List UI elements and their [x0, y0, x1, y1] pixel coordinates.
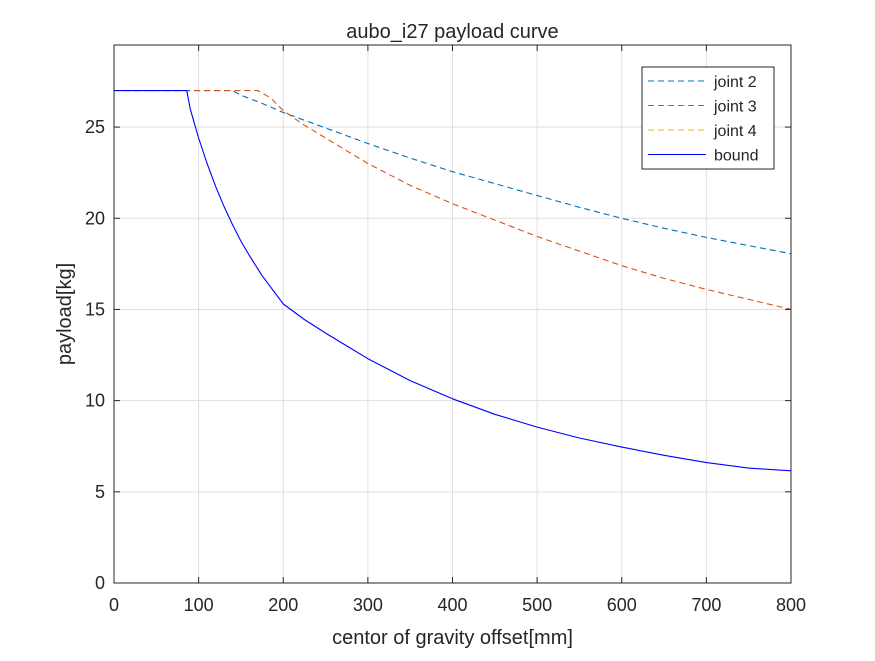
y-tick-label: 15 — [85, 299, 105, 319]
x-tick-label: 0 — [109, 595, 119, 615]
x-tick-label: 700 — [691, 595, 721, 615]
y-tick-label: 10 — [85, 391, 105, 411]
legend-label: bound — [714, 148, 759, 165]
series-line-joint-2 — [114, 90, 792, 255]
legend-label: joint 4 — [713, 123, 757, 140]
x-tick-label: 300 — [353, 595, 383, 615]
x-tick-label: 600 — [607, 595, 637, 615]
y-tick-label: 25 — [85, 117, 105, 137]
grid — [114, 45, 791, 583]
series-layer — [114, 90, 792, 472]
chart-title: aubo_i27 payload curve — [346, 21, 558, 43]
x-tick-label: 200 — [268, 595, 298, 615]
x-axis-label: centor of gravity offset[mm] — [332, 627, 573, 649]
y-axis-label: payload[kg] — [54, 263, 76, 365]
y-tick-label: 20 — [85, 208, 105, 228]
ticks: 0 100 200 300 400 500 600 700 800 0 5 10 15 20 25 — [85, 45, 806, 615]
x-tick-label: 100 — [184, 595, 214, 615]
series-line-bound — [114, 90, 792, 472]
x-tick-label: 400 — [437, 595, 467, 615]
y-tick-label: 5 — [95, 482, 105, 502]
legend-box — [641, 66, 775, 170]
y-tick-label: 0 — [95, 573, 105, 593]
series-line-joint-3 — [194, 90, 792, 310]
legend-label: joint 3 — [713, 99, 757, 116]
legend: joint 2 joint 3 joint 4 bound — [641, 66, 775, 170]
legend-label: joint 2 — [713, 74, 757, 91]
x-tick-label: 800 — [776, 595, 806, 615]
x-tick-label: 500 — [522, 595, 552, 615]
